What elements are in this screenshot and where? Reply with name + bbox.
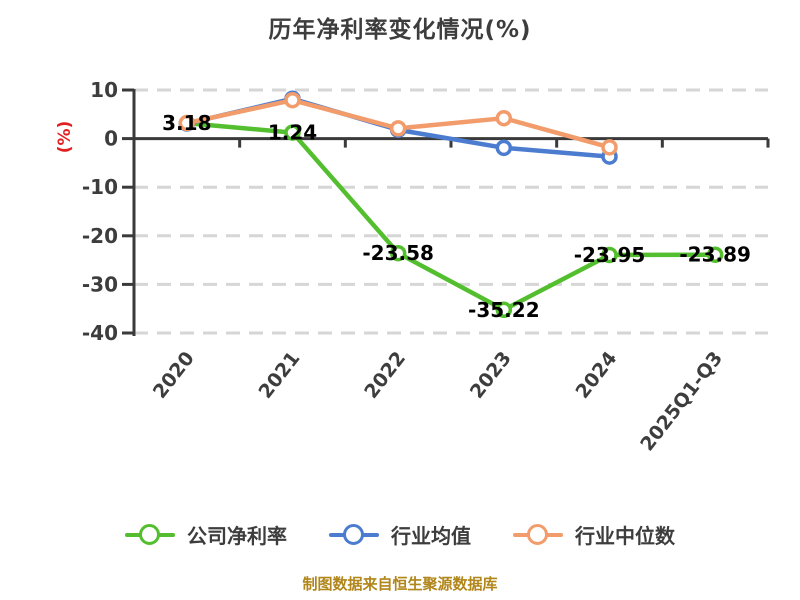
data-label: -35.22 — [468, 298, 540, 322]
data-point-公司净利率 — [389, 244, 407, 262]
data-point-行业中位数 — [178, 114, 196, 132]
data-point-行业中位数 — [389, 120, 407, 137]
data-point-公司净利率 — [706, 246, 724, 263]
y-tick-label: -20 — [82, 224, 118, 248]
y-tick-label: -10 — [82, 175, 118, 199]
data-point-行业均值 — [495, 139, 513, 157]
line-marker-icon — [125, 523, 175, 546]
data-point-行业中位数 — [495, 109, 513, 127]
x-tick-label: 2024 — [572, 348, 622, 403]
legend-label: 公司净利率 — [187, 524, 287, 548]
data-point-公司净利率 — [495, 301, 513, 319]
y-tick-label: -30 — [82, 272, 118, 296]
x-tick-label: 2021 — [255, 348, 305, 403]
data-label: 1.24 — [268, 121, 317, 145]
chart-title: 历年净利率变化情况(%) — [268, 17, 532, 43]
y-axis-unit-label: (%) — [55, 121, 75, 154]
y-tick-label: 10 — [90, 78, 118, 102]
chart-plot-area: 10 0 -10 -20 -30 -40 2020 2021 2022 2023 2024 2025Q… — [55, 78, 770, 456]
legend-item-company-net-margin[interactable]: 公司净利率 — [125, 520, 287, 549]
x-tick-label: 2022 — [360, 348, 410, 403]
x-tick-label: 2023 — [466, 348, 516, 403]
line-marker-icon — [329, 523, 379, 546]
legend-label: 行业均值 — [391, 524, 471, 548]
line-marker-icon — [513, 523, 563, 546]
legend-item-industry-average[interactable]: 行业均值 — [329, 520, 471, 549]
data-source-note: 制图数据来自恒生聚源数据库 — [302, 575, 498, 593]
data-label: -23.95 — [574, 243, 646, 267]
chart-legend: 公司净利率 行业均值 行业中位数 — [0, 520, 800, 549]
data-point-公司净利率 — [284, 124, 301, 141]
series-line-公司净利率 — [184, 120, 718, 313]
legend-label: 行业中位数 — [575, 524, 675, 548]
data-point-公司净利率 — [601, 246, 618, 264]
y-tick-label: -40 — [82, 321, 118, 345]
data-point-行业中位数 — [601, 139, 618, 156]
x-tick-label: 2025Q1-Q3 — [636, 348, 727, 456]
legend-item-industry-median[interactable]: 行业中位数 — [513, 520, 675, 549]
data-point-行业中位数 — [284, 91, 301, 109]
data-label: 3.18 — [162, 111, 211, 135]
data-label: -23.58 — [362, 241, 434, 265]
data-label: -23.89 — [679, 243, 751, 267]
y-tick-label: 0 — [104, 127, 118, 151]
x-tick-label: 2020 — [149, 348, 199, 403]
